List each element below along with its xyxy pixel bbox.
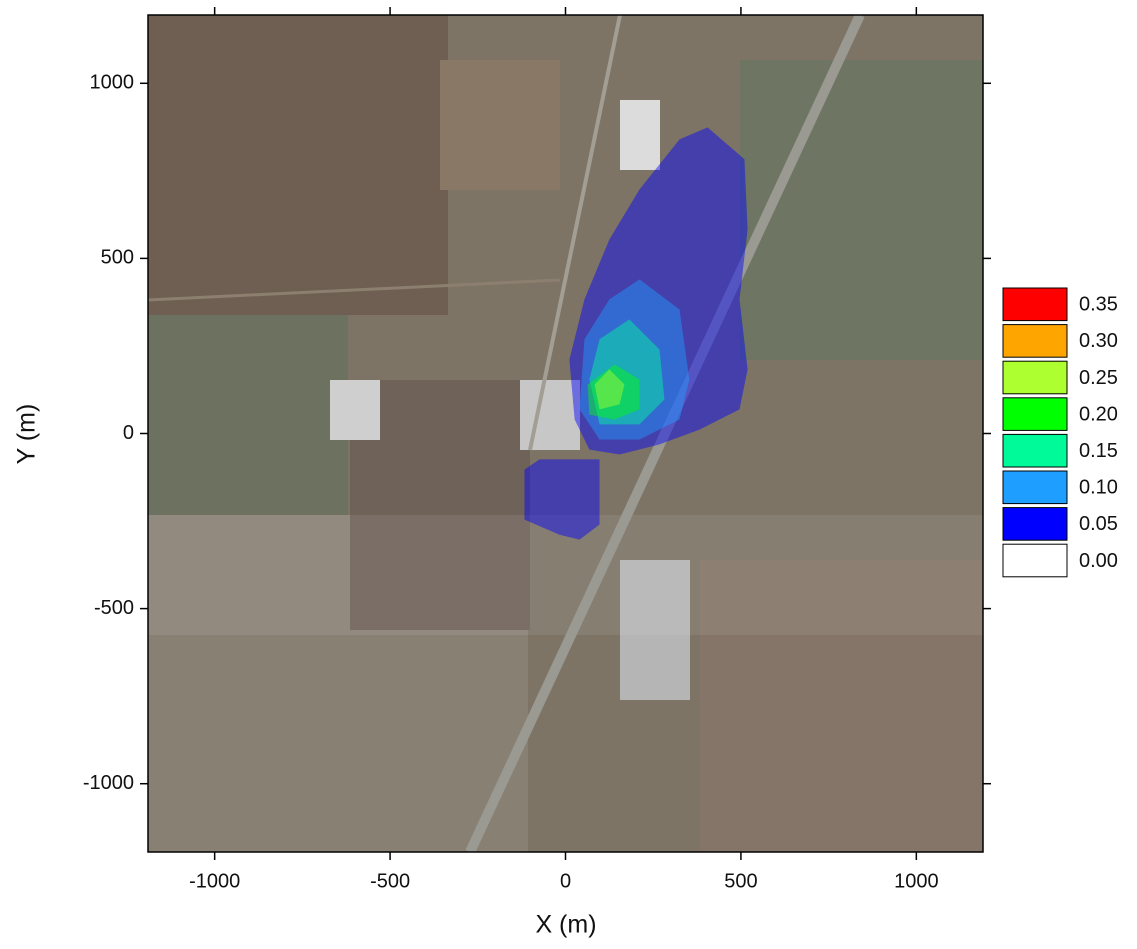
legend-label: 0.20	[1079, 403, 1118, 425]
x-tick-label: 0	[560, 870, 571, 892]
x-axis-label: X (m)	[535, 911, 596, 939]
legend-swatch	[1003, 508, 1067, 541]
x-tick-label: -1000	[189, 870, 240, 892]
satellite-background	[148, 15, 983, 852]
y-tick-label: -500	[94, 597, 134, 619]
legend-swatch	[1003, 325, 1067, 358]
y-tick-label: 1000	[90, 72, 135, 94]
y-tick-label: 0	[123, 422, 134, 444]
x-tick-label: 1000	[894, 870, 939, 892]
y-tick-label: 500	[101, 247, 134, 269]
legend-label: 0.30	[1079, 330, 1118, 352]
y-tick-label: -1000	[83, 772, 134, 794]
x-tick-label: 500	[724, 870, 757, 892]
legend-label: 0.00	[1079, 550, 1118, 572]
legend-label: 0.25	[1079, 367, 1118, 389]
legend-swatch	[1003, 434, 1067, 467]
legend-swatch	[1003, 288, 1067, 321]
y-axis-label: Y (m)	[13, 404, 41, 465]
x-tick-label: -500	[370, 870, 410, 892]
legend-label: 0.35	[1079, 294, 1118, 316]
legend-label: 0.05	[1079, 513, 1118, 535]
legend-swatch	[1003, 361, 1067, 394]
legend-label: 0.15	[1079, 440, 1118, 462]
chart: X (m) Y (m) -1000 -500 0 500 1000 -1000 -500 0 5…	[0, 0, 1137, 944]
legend-swatch	[1003, 471, 1067, 504]
legend-label: 0.10	[1079, 477, 1118, 499]
legend-swatch	[1003, 398, 1067, 431]
legend-swatch	[1003, 544, 1067, 577]
